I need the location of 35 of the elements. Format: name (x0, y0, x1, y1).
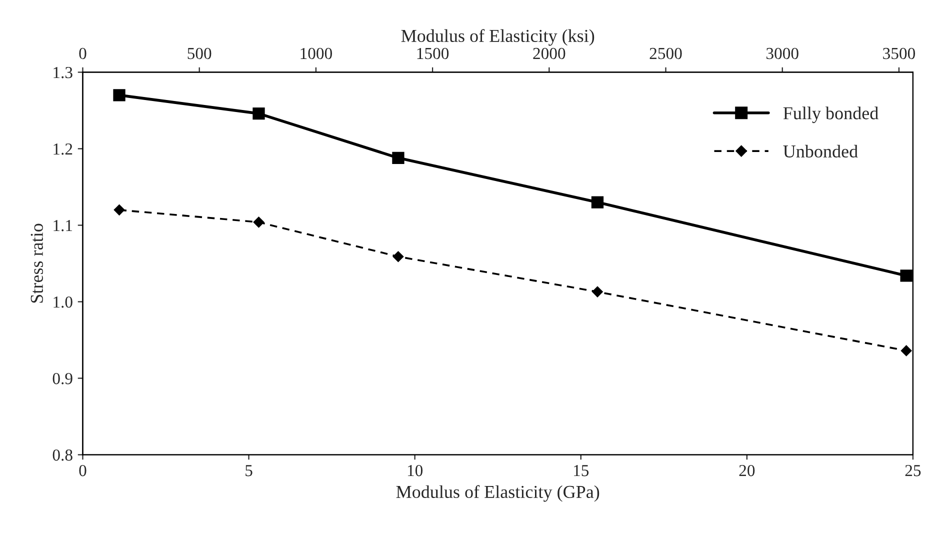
y-tick-label: 0.9 (52, 372, 72, 384)
point (253, 216, 264, 228)
x2-tick-label: 1500 (417, 48, 449, 60)
point (392, 152, 404, 164)
point (392, 251, 404, 262)
x-tick-label: 15 (574, 465, 589, 476)
point (900, 270, 912, 282)
point (592, 286, 603, 298)
x2-axis-title: Modulus of Elasticity (ksi) (401, 29, 594, 46)
x2-tick-label: 2500 (650, 48, 682, 60)
x-tick-label: 5 (246, 465, 252, 476)
y-tick-label: 1.3 (54, 66, 72, 78)
x2-tick-label: 500 (188, 48, 212, 60)
x-tick-label: 0 (79, 464, 86, 476)
x-tick-label: 10 (408, 464, 423, 476)
x-tick-label: 20 (739, 464, 755, 476)
legend-label: Unbonded (783, 144, 858, 158)
point (591, 196, 604, 208)
x-axis-title: Modulus of Elasticity (GPa) (396, 485, 600, 502)
point (113, 89, 126, 102)
y-tick-label: 0.8 (52, 449, 72, 461)
x-tick-label: 25 (905, 465, 921, 476)
y-axis-title: Stress ratio (30, 224, 43, 303)
x2-tick-label: 0 (79, 48, 86, 60)
point (114, 204, 125, 216)
y-tick-label: 1.0 (54, 296, 72, 308)
x2-tick-label: 1000 (300, 48, 332, 60)
y-tick-label: 1.1 (54, 220, 72, 232)
y-tick-label: 1.2 (54, 143, 72, 155)
x2-tick-label: 3500 (883, 48, 915, 60)
point (252, 107, 265, 120)
x2-tick-label: 2000 (533, 48, 566, 60)
legend-label: Fully bonded (783, 106, 878, 124)
point (900, 345, 912, 356)
x2-tick-label: 3000 (766, 48, 798, 60)
